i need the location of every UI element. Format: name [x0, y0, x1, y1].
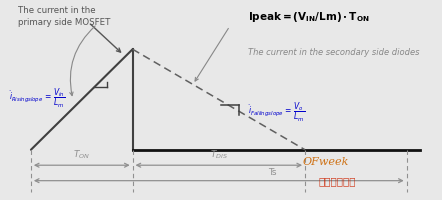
Text: $\dot{i}_{Fallingslope}$ = $\dfrac{V_o}{L_m}$: $\dot{i}_{Fallingslope}$ = $\dfrac{V_o}{…: [248, 100, 305, 123]
Text: $T_{ON}$: $T_{ON}$: [73, 148, 90, 161]
Text: Ts: Ts: [267, 167, 276, 176]
Text: $\dot{i}_{Risingslope}$ = $\dfrac{V_{in}}{L_m}$: $\dot{i}_{Risingslope}$ = $\dfrac{V_{in}…: [9, 86, 65, 110]
Text: $\mathbf{Ipeak = (V_{IN}/Lm) \cdot T_{ON}}$: $\mathbf{Ipeak = (V_{IN}/Lm) \cdot T_{ON…: [248, 10, 369, 24]
Text: $T_{DIS}$: $T_{DIS}$: [210, 148, 228, 161]
Text: The current in the
primary side MOSFET: The current in the primary side MOSFET: [18, 6, 110, 27]
Text: OFweek: OFweek: [303, 157, 349, 167]
Text: The current in the secondary side diodes: The current in the secondary side diodes: [248, 48, 419, 57]
Text: 半导体照明网: 半导体照明网: [318, 175, 356, 185]
